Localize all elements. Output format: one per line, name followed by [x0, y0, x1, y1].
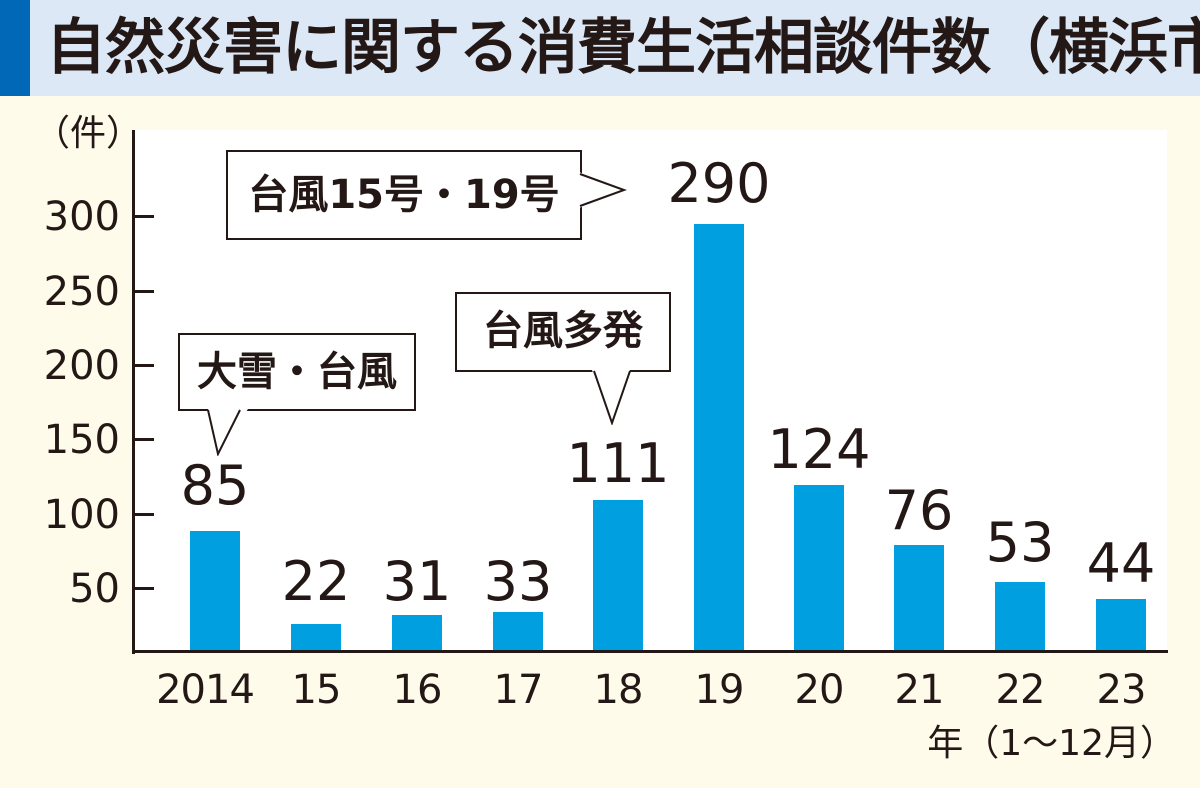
title-accent-tab: [0, 0, 30, 96]
y-axis-line: [132, 130, 135, 654]
y-tick-300: [132, 215, 154, 218]
bar-2018: [593, 500, 643, 651]
value-label: 124: [767, 418, 871, 481]
y-tick-label: 200: [43, 343, 120, 389]
bar-2015: [291, 624, 341, 651]
bar-2021: [894, 545, 944, 651]
x-axis-line: [132, 650, 1168, 653]
y-tick-200: [132, 364, 154, 367]
value-label: 31: [382, 550, 452, 613]
x-tick-label: 16: [392, 667, 443, 713]
bar-2014: [190, 531, 240, 651]
callout-pointer-icon: [207, 409, 248, 456]
y-tick-100: [132, 513, 154, 516]
x-tick-label: 2014: [156, 667, 255, 713]
x-tick-label: 22: [995, 667, 1046, 713]
callout-pointer-icon: [592, 370, 631, 425]
x-tick-label: 20: [794, 667, 845, 713]
y-tick-label: 150: [43, 417, 120, 463]
annotation-callout-2019: 台風15号・19号: [226, 150, 582, 240]
y-tick-label: 100: [43, 492, 120, 538]
y-tick-label: 50: [69, 566, 120, 612]
annotation-callout-2018: 台風多発: [455, 292, 671, 372]
chart-title: 自然災害に関する消費生活相談件数（横浜市）: [46, 13, 1200, 83]
bar-2020: [794, 485, 844, 651]
y-tick-label: 300: [43, 194, 120, 240]
title-band: 自然災害に関する消費生活相談件数（横浜市）: [0, 0, 1200, 96]
x-tick-label: 17: [493, 667, 544, 713]
y-axis-unit: （件）: [34, 113, 143, 154]
x-tick-label: 21: [894, 667, 945, 713]
value-label: 290: [667, 152, 771, 215]
y-tick-label: 250: [43, 269, 120, 315]
callout-pointer-icon: [579, 172, 627, 208]
value-label: 44: [1086, 532, 1156, 595]
y-tick-150: [132, 438, 154, 441]
annotation-callout-2014: 大雪・台風: [178, 333, 416, 411]
y-tick-50: [132, 587, 154, 590]
value-label: 53: [985, 511, 1055, 574]
value-label: 22: [281, 550, 351, 613]
value-label: 33: [483, 550, 553, 613]
bar-2016: [392, 615, 442, 651]
y-tick-250: [132, 290, 154, 293]
x-tick-label: 18: [593, 667, 644, 713]
value-label: 76: [884, 479, 954, 542]
bar-2017: [493, 612, 543, 651]
x-tick-label: 19: [694, 667, 745, 713]
bar-2019: [694, 224, 744, 651]
value-label: 111: [566, 432, 670, 495]
value-label: 85: [180, 454, 250, 517]
x-axis-unit: 年（1〜12月）: [927, 723, 1176, 764]
x-tick-label: 23: [1096, 667, 1147, 713]
bar-2022: [995, 582, 1045, 651]
x-tick-label: 15: [291, 667, 342, 713]
bar-2023: [1096, 599, 1146, 651]
